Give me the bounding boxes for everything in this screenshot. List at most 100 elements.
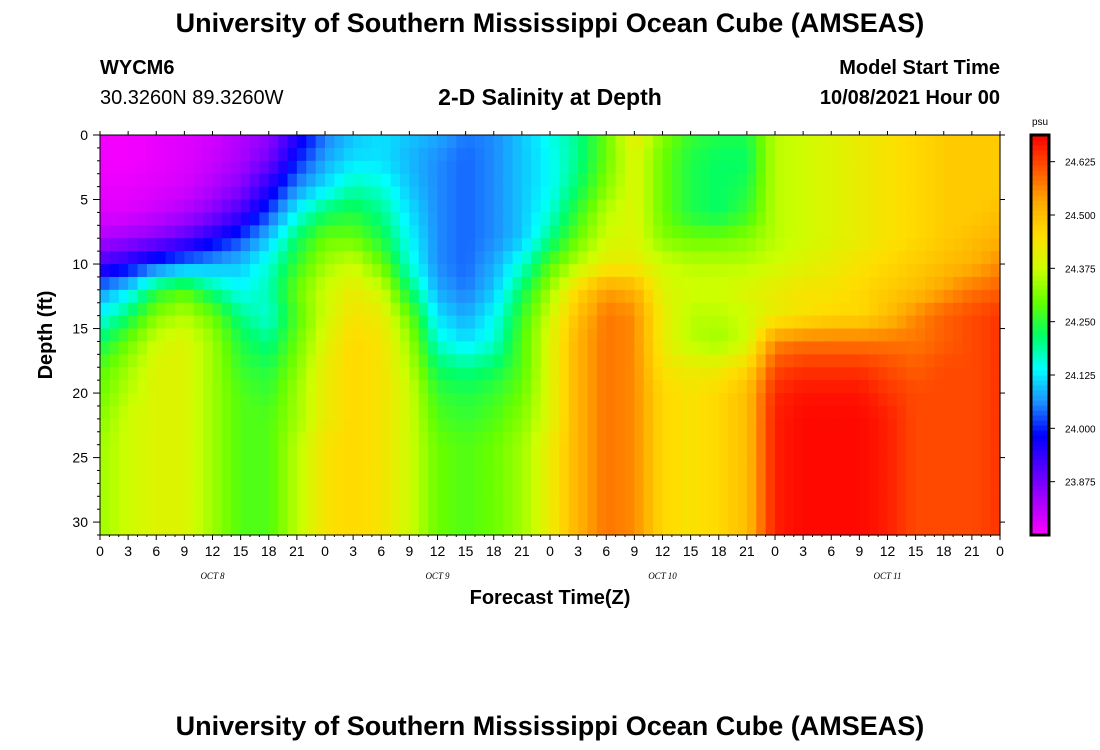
colorbar-unit: psu [1032,117,1048,128]
heatmap-cell [625,470,635,484]
heatmap-cell [550,212,560,226]
heatmap-cell [878,225,889,239]
heatmap-cell [446,302,457,317]
heatmap-cell [737,212,748,226]
heatmap-cell [625,302,635,317]
heatmap-cell [334,186,345,201]
heatmap-cell [896,264,907,278]
heatmap-cell [531,276,542,291]
heatmap-cell [531,186,542,201]
heatmap-cell [484,135,495,149]
heatmap-cell [175,405,185,420]
heatmap-cell [521,315,532,330]
heatmap-cell [578,457,589,472]
heatmap-cell [325,251,335,265]
heatmap-cell [606,328,617,343]
heatmap-cell [156,276,167,291]
heatmap-cell [718,444,729,459]
heatmap-cell [193,470,204,484]
heatmap-cell [390,289,401,304]
heatmap-cell [353,457,364,472]
heatmap-cell [878,393,889,407]
heatmap-cell [240,393,251,407]
heatmap-cell [878,380,889,394]
heatmap-cell [596,341,607,355]
heatmap-cell [868,418,879,433]
heatmap-cell [484,315,495,330]
heatmap-cell [250,302,260,317]
model-start-value: 10/08/2021 Hour 00 [819,87,1000,109]
heatmap-cell [756,393,767,407]
heatmap-cell [568,509,579,523]
heatmap-cell [878,341,889,355]
heatmap-cell [409,509,420,523]
heatmap-cell [793,483,804,497]
heatmap-cell [306,522,317,536]
heatmap-cell [306,302,317,317]
heatmap-cell [437,160,448,175]
heatmap-cell [587,496,598,510]
heatmap-cell [231,367,242,381]
heatmap-cell [737,315,748,330]
heatmap-cell [765,199,776,214]
heatmap-cell [953,367,964,381]
heatmap-cell [250,212,260,226]
heatmap-cell [353,418,364,433]
heatmap-cell [531,367,542,381]
heatmap-cell [437,147,448,162]
heatmap-cell [221,212,232,226]
heatmap-cell [287,328,298,343]
heatmap-cell [662,186,673,201]
heatmap-cell [690,354,701,368]
heatmap-cell [212,315,223,330]
heatmap-cell [803,418,814,433]
heatmap-cell [925,289,935,304]
heatmap-cell [540,522,551,536]
heatmap-cell [521,405,532,420]
heatmap-cell [418,225,429,239]
heatmap-cell [128,212,139,226]
heatmap-cell [925,315,935,330]
heatmap-cell [981,173,992,188]
heatmap-cell [596,264,607,278]
heatmap-cell [812,199,823,214]
heatmap-cell [568,160,579,175]
heatmap-cell [671,160,682,175]
heatmap-cell [737,405,748,420]
heatmap-cell [934,302,945,317]
station-coordinates: 30.3260N 89.3260W [100,87,284,109]
heatmap-cell [512,212,523,226]
y-axis-title: Depth (ft) [35,291,57,380]
heatmap-cell [615,393,626,407]
heatmap-cell [465,393,476,407]
heatmap-cell [165,380,176,394]
heatmap-cell [737,238,748,252]
heatmap-cell [325,328,335,343]
heatmap-cell [512,496,523,510]
heatmap-cell [184,160,195,175]
heatmap-cell [821,264,832,278]
heatmap-cell [512,483,523,497]
heatmap-cell [371,173,382,188]
heatmap-cell [306,418,317,433]
heatmap-cell [400,418,410,433]
heatmap-cell [587,457,598,472]
heatmap-cell [821,225,832,239]
heatmap-cell [728,147,739,162]
colorbar-segment [1031,340,1049,346]
heatmap-cell [578,444,589,459]
heatmap-cell [756,483,767,497]
heatmap-cell [615,199,626,214]
heatmap-cell [615,405,626,420]
heatmap-cell [184,496,195,510]
heatmap-cell [878,457,889,472]
heatmap-cell [803,135,814,149]
heatmap-cell [578,186,589,201]
heatmap-cell [446,289,457,304]
heatmap-cell [765,496,776,510]
heatmap-cell [981,380,992,394]
heatmap-cell [868,302,879,317]
heatmap-cell [596,470,607,484]
heatmap-cell [334,444,345,459]
heatmap-cell [859,483,870,497]
